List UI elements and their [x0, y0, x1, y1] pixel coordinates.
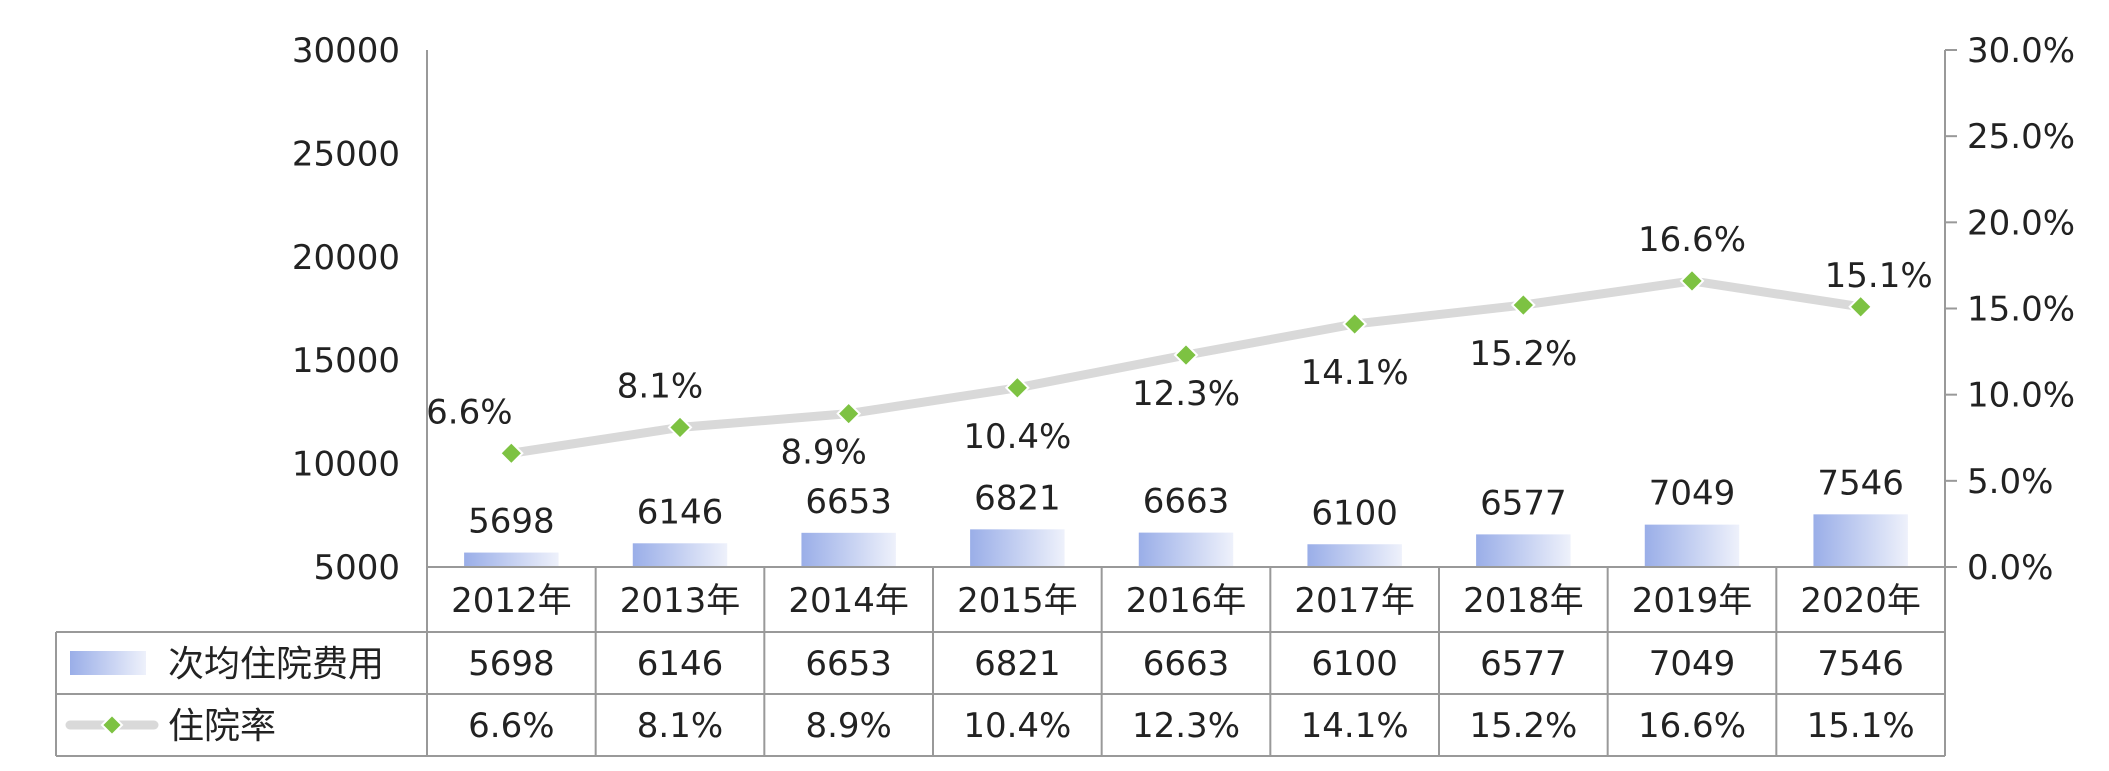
- line-data-label: 8.9%: [780, 433, 866, 473]
- legend-line-label: 住院率: [168, 706, 276, 747]
- data-table: 2012年 2013年 2014年 2015年 2016年 2017年 2018年 2019年…: [55, 566, 1945, 757]
- bar: [801, 532, 896, 567]
- bar: [632, 543, 728, 567]
- line-marker: [498, 440, 524, 466]
- line-marker: [1510, 292, 1536, 318]
- line-data-label: 8.1%: [617, 366, 703, 406]
- table-cell: 6100: [1311, 644, 1398, 684]
- bar: [1138, 532, 1234, 567]
- bar-data-label: 6663: [1143, 482, 1230, 522]
- category-label: 2019年: [1632, 581, 1753, 621]
- bar: [464, 552, 559, 567]
- left-tick-label: 25000: [292, 134, 400, 174]
- table-cell: 5698: [468, 644, 555, 684]
- table-cell: 10.4%: [963, 706, 1071, 746]
- table-cell: 14.1%: [1301, 706, 1409, 746]
- line-marker: [1679, 268, 1705, 294]
- line-data-label: 12.3%: [1132, 374, 1240, 414]
- legend-bar-key: [70, 651, 146, 675]
- line-data-labels: 6.6% 8.1% 8.9% 10.4% 12.3% 14.1% 15.2% 16.6% 15.…: [426, 220, 1933, 473]
- category-label: 2020年: [1800, 581, 1921, 621]
- line-marker: [836, 401, 862, 427]
- line-series: [498, 268, 1874, 466]
- bar-data-labels: 5698 6146 6653 6821 6663 6100 6577 7049 7546: [468, 463, 1904, 541]
- bar-data-label: 7546: [1817, 463, 1904, 503]
- line-data-label: 16.6%: [1638, 220, 1746, 260]
- line-data-label: 6.6%: [426, 392, 512, 432]
- right-y-axis: 0.0% 5.0% 10.0% 15.0% 20.0% 25.0% 30.0%: [1944, 31, 2075, 756]
- table-cell: 15.1%: [1807, 706, 1915, 746]
- left-y-axis: 5000 10000 15000 20000 25000 30000: [292, 31, 428, 756]
- right-tick-label: 0.0%: [1967, 548, 2053, 588]
- legend-line-marker: [100, 713, 124, 737]
- left-tick-label: 10000: [292, 445, 400, 485]
- bar-data-label: 6821: [974, 478, 1061, 518]
- table-cell: 6146: [637, 644, 724, 684]
- bar-data-label: 6146: [637, 492, 724, 532]
- table-cell: 8.1%: [637, 706, 723, 746]
- category-label: 2018年: [1463, 581, 1584, 621]
- bar: [1307, 544, 1402, 567]
- legend-bar-label: 次均住院费用: [168, 644, 384, 685]
- line-data-label: 14.1%: [1301, 353, 1409, 393]
- left-tick-label: 20000: [292, 238, 400, 278]
- table-cell: 6577: [1480, 644, 1567, 684]
- line-marker: [667, 414, 693, 440]
- bar-data-label: 6100: [1311, 493, 1398, 533]
- category-label: 2014年: [788, 581, 909, 621]
- category-label: 2015年: [957, 581, 1078, 621]
- line-data-label: 15.1%: [1825, 256, 1933, 296]
- category-label: 2013年: [620, 581, 741, 621]
- table-cell: 6663: [1143, 644, 1230, 684]
- bar-data-label: 5698: [468, 502, 555, 542]
- category-label: 2016年: [1126, 581, 1247, 621]
- table-cell: 7546: [1817, 644, 1904, 684]
- bar: [1813, 514, 1908, 567]
- category-label: 2012年: [451, 581, 572, 621]
- table-cell: 6653: [805, 644, 892, 684]
- bar-data-label: 6653: [805, 482, 892, 522]
- line-data-label: 10.4%: [963, 417, 1071, 457]
- bar: [970, 529, 1065, 567]
- table-cell: 6.6%: [468, 706, 554, 746]
- bar-data-label: 6577: [1480, 483, 1567, 523]
- right-tick-label: 25.0%: [1967, 117, 2075, 157]
- right-tick-label: 15.0%: [1967, 290, 2075, 330]
- left-tick-label: 5000: [313, 548, 400, 588]
- right-tick-label: 30.0%: [1967, 31, 2075, 71]
- table-cell: 8.9%: [805, 706, 891, 746]
- right-tick-label: 10.0%: [1967, 376, 2075, 416]
- line-data-label: 15.2%: [1469, 334, 1577, 374]
- table-cell: 12.3%: [1132, 706, 1240, 746]
- table-cell: 6821: [974, 644, 1061, 684]
- line-marker: [1848, 294, 1874, 320]
- line-marker: [1173, 342, 1199, 368]
- line-marker: [1342, 311, 1368, 337]
- table-cell: 7049: [1649, 644, 1736, 684]
- bar: [1644, 524, 1740, 567]
- table-cell: 15.2%: [1469, 706, 1577, 746]
- left-tick-label: 30000: [292, 31, 400, 71]
- line-marker: [1004, 375, 1030, 401]
- right-tick-label: 20.0%: [1967, 203, 2075, 243]
- right-tick-label: 5.0%: [1967, 462, 2053, 502]
- table-cell: 16.6%: [1638, 706, 1746, 746]
- bar-series: [464, 514, 1908, 567]
- category-label: 2017年: [1294, 581, 1415, 621]
- bar: [1476, 534, 1571, 567]
- left-tick-label: 15000: [292, 341, 400, 381]
- bar-data-label: 7049: [1649, 474, 1736, 514]
